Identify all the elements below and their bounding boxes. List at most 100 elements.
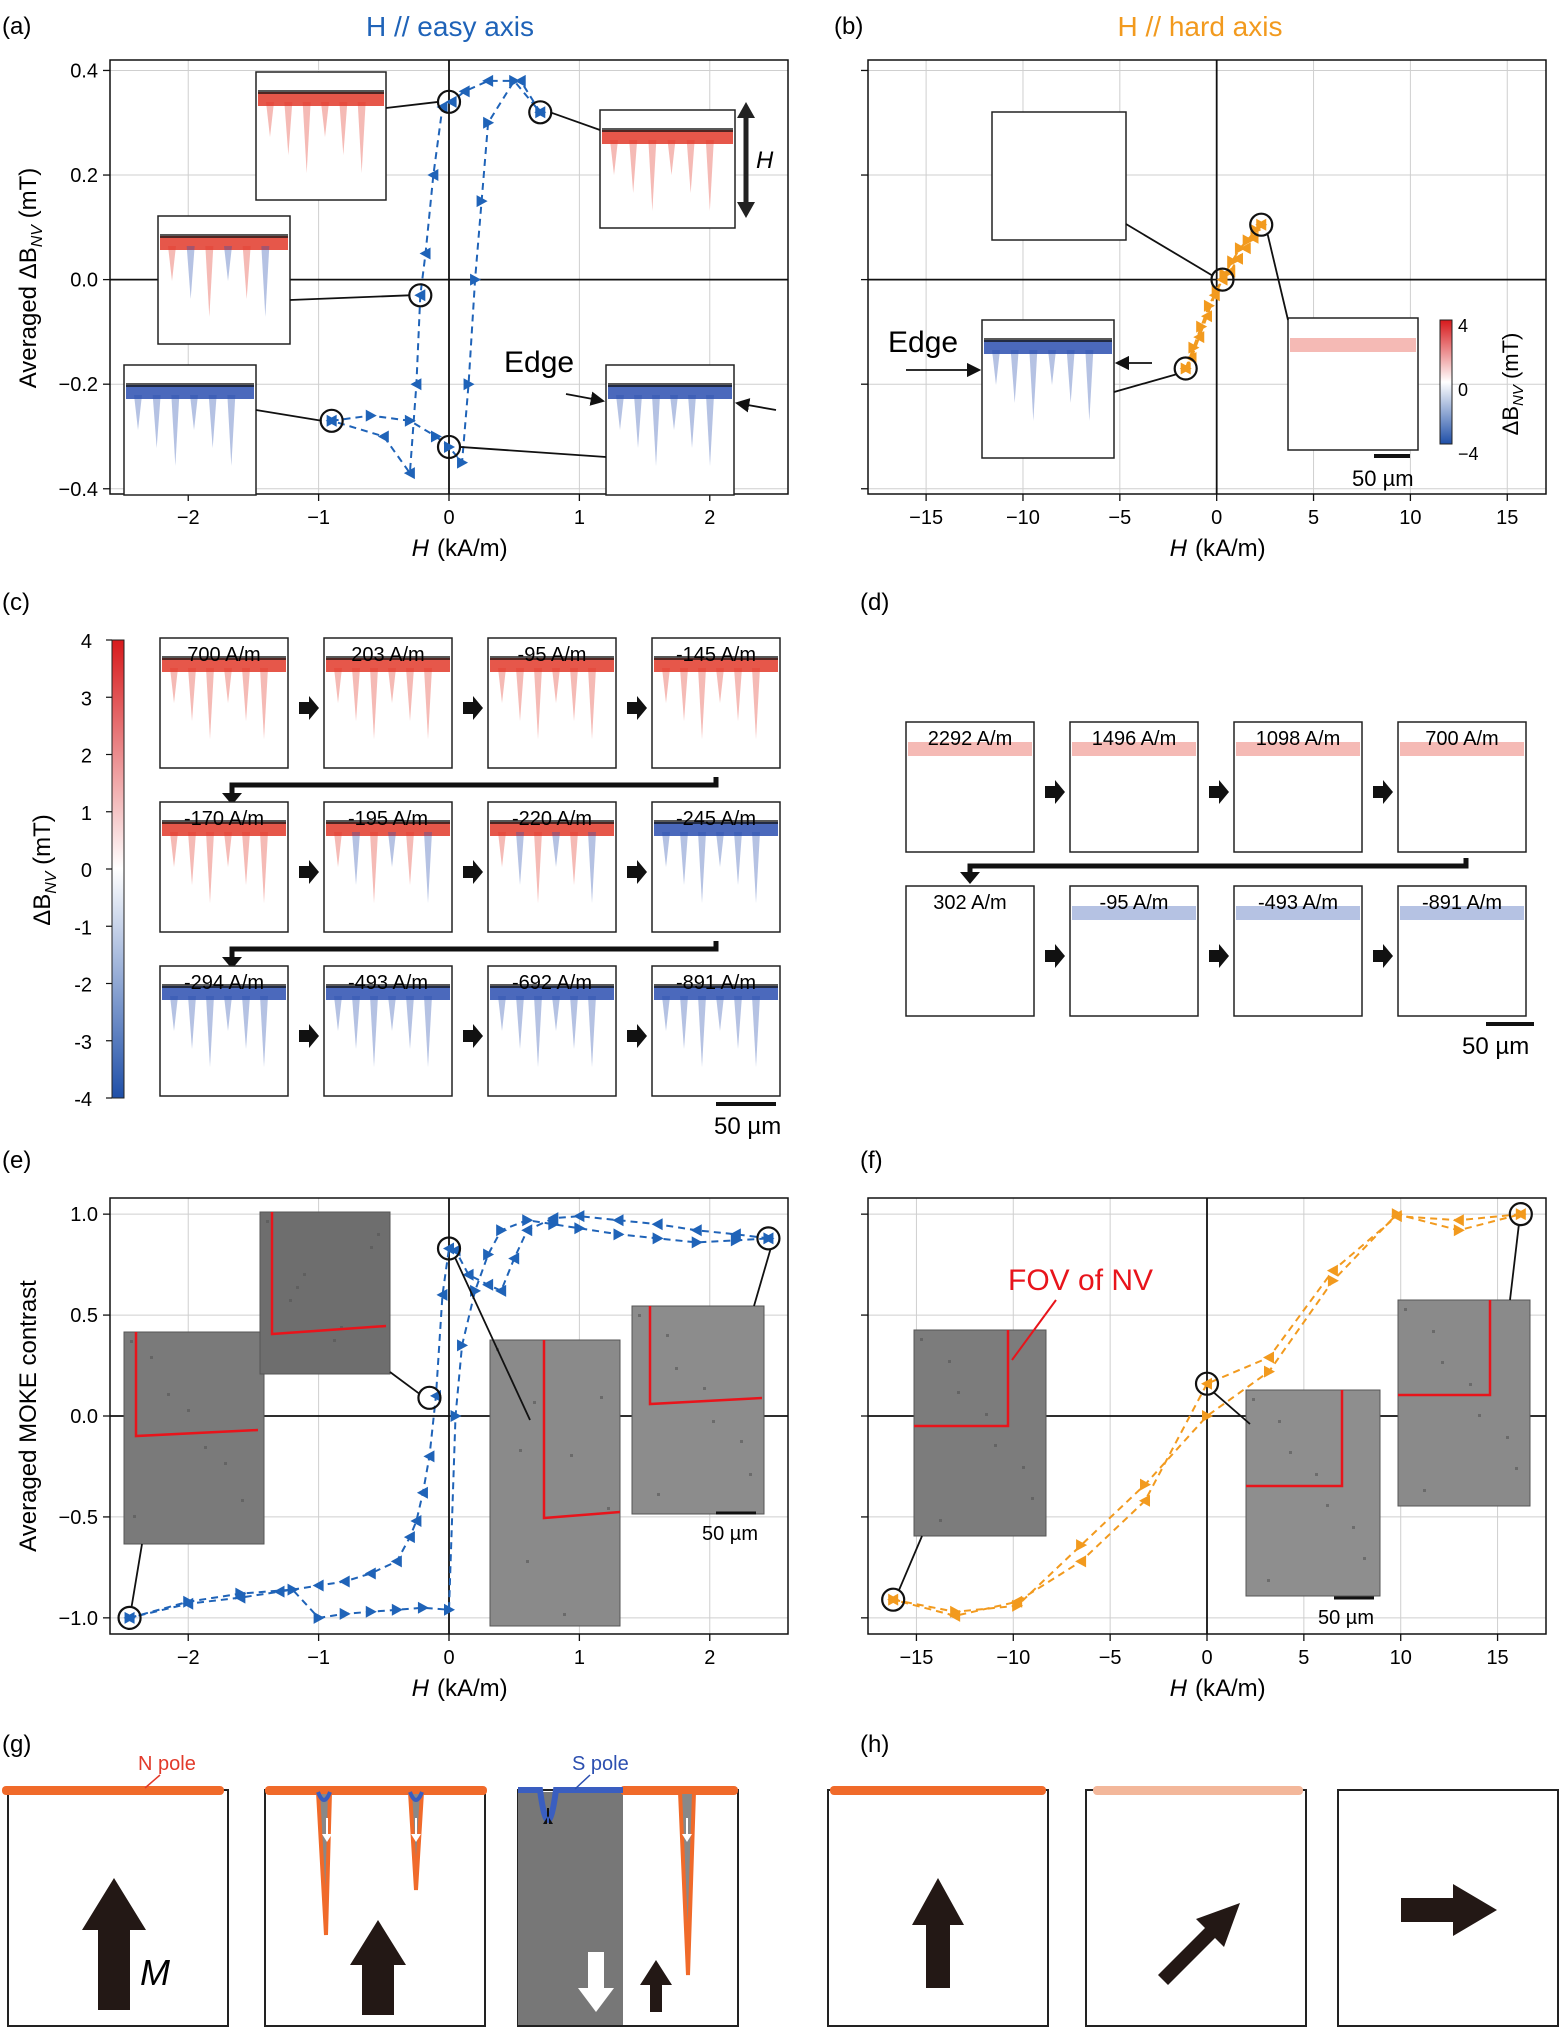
- x-tick-label: −1: [307, 1647, 330, 1669]
- frame-c-edge-stripe: [654, 986, 778, 1000]
- leader-line: [459, 446, 607, 458]
- data-marker: [313, 1611, 325, 1624]
- edge-arrow-right: [734, 398, 777, 413]
- frame-d-edge-stripe: [1072, 742, 1196, 756]
- data-marker: [235, 1587, 247, 1600]
- moke-speck: [1469, 1383, 1472, 1386]
- panel-label-g: (g): [2, 1731, 31, 1758]
- s-pole-label: S pole: [572, 1753, 629, 1775]
- field-label: 302 A/m: [933, 892, 1006, 914]
- inset-a3-edge-stripe: [160, 236, 288, 250]
- scale-bar-label: 50 µm: [702, 1523, 758, 1545]
- frame-c-domain-streak: [260, 996, 268, 1067]
- x-axis-label-unit: (kA/m): [1195, 1675, 1266, 1702]
- n-pole-stripe-h2: [1093, 1786, 1303, 1795]
- data-marker: [1076, 1539, 1088, 1552]
- circled-point: [1210, 267, 1235, 292]
- data-marker: [509, 74, 521, 87]
- colorbar-tick-label: 4: [1458, 316, 1468, 336]
- data-marker: [416, 1486, 428, 1499]
- x-tick-label: 5: [1308, 507, 1319, 529]
- moke-speck: [241, 1499, 244, 1502]
- s-pole-leader: [574, 1774, 591, 1790]
- x-tick-label: 5: [1298, 1647, 1309, 1669]
- leader-line: [549, 111, 601, 131]
- frame-c-domain-streak: [662, 668, 670, 703]
- y-axis-label-sub: NV: [29, 224, 46, 248]
- frame-c-edge-stripe: [654, 658, 778, 672]
- image-sequence-c: 4 3 2 1 0 -1 -2 -3 -4 ΔBNV (mT) 700 A/m 203 A/m -95 …: [29, 631, 781, 1140]
- inset-a4-domain-streak: [208, 395, 217, 448]
- n-pole-stripe-g2: [265, 1786, 487, 1795]
- frame-c-domain-streak: [588, 996, 596, 1067]
- data-marker: [443, 1242, 454, 1255]
- moke-speck: [303, 1273, 306, 1276]
- colorbar-tick-label: 2: [81, 746, 92, 768]
- moke-speck: [133, 1515, 136, 1518]
- frame-c-domain-streak: [206, 832, 214, 903]
- field-label: 1098 A/m: [1256, 728, 1341, 750]
- circled-point: [756, 1226, 781, 1251]
- sequence-arrow: [463, 860, 483, 884]
- blue-cap-2: [408, 1791, 424, 1802]
- leader-line: [1213, 1392, 1251, 1425]
- frame-c-edge-noise: [654, 656, 778, 660]
- x-tick-label: −2: [177, 507, 200, 529]
- frame-c-edge-stripe: [490, 822, 614, 836]
- data-marker: [436, 101, 448, 114]
- data-marker: [1227, 255, 1239, 268]
- data-marker: [476, 195, 488, 208]
- y-tick-label: 0.0: [70, 270, 98, 292]
- frame-d-frame: [905, 885, 1035, 1017]
- data-marker: [1203, 299, 1215, 312]
- data-marker: [482, 1278, 494, 1291]
- data-marker: [470, 273, 482, 286]
- chart-f: −15 −10 −5 0 5 10 15 H (kA/m) FOV of NV 50 µm: [861, 1197, 1547, 1702]
- colorbar-tick-label: 4: [81, 631, 92, 653]
- frame-c-domain-streak: [188, 832, 196, 885]
- frame-d-edge-stripe: [1072, 906, 1196, 920]
- circled-point: [881, 1587, 906, 1612]
- moke-speck: [1506, 1436, 1509, 1439]
- moke-speck: [920, 1338, 923, 1341]
- panel-h-schematics: [827, 1786, 1559, 2027]
- field-label: 203 A/m: [351, 644, 424, 666]
- moke-speck: [266, 1220, 269, 1223]
- data-marker: [457, 1339, 469, 1352]
- magnetization-arrow-right: [1401, 1884, 1497, 1936]
- field-label: -95 A/m: [1100, 892, 1169, 914]
- frame-c-domain-streak: [516, 996, 524, 1049]
- data-marker: [364, 1567, 376, 1580]
- x-tick-label: 2: [704, 507, 715, 529]
- frame-c-domain-streak: [752, 832, 760, 903]
- sequence-arrow: [1045, 944, 1065, 968]
- inset-a5-edge-stripe: [608, 385, 732, 399]
- leader-line: [454, 1257, 531, 1421]
- x-tick-label: −5: [1099, 1647, 1122, 1669]
- field-label: 700 A/m: [1425, 728, 1498, 750]
- inset-a1-domain-streak: [321, 102, 329, 137]
- moke-speck: [985, 1413, 988, 1416]
- edge-arrow-left: [565, 391, 606, 406]
- data-marker: [391, 1603, 403, 1616]
- field-label: -294 A/m: [184, 972, 264, 994]
- frame-c-edge-noise: [162, 984, 286, 988]
- moke-speck: [187, 1409, 190, 1412]
- colorbar-tick-label: -1: [74, 917, 92, 939]
- colorbar-tick-label: -2: [74, 975, 92, 997]
- panel-label-h: (h): [860, 1731, 889, 1758]
- inset-a4-domain-streak: [190, 395, 198, 430]
- moke-speck: [204, 1446, 207, 1449]
- inset-a3-domain-streak: [224, 246, 232, 281]
- data-marker: [273, 1585, 285, 1598]
- inset-b3-edge-stripe: [1290, 338, 1416, 352]
- moke-speck: [1404, 1308, 1407, 1311]
- sequence-arrow: [627, 1024, 647, 1048]
- data-marker: [547, 1212, 559, 1225]
- moke-speck: [224, 1462, 227, 1465]
- moke-speck: [1031, 1497, 1034, 1500]
- frame-c-edge-stripe: [326, 658, 450, 672]
- data-marker: [691, 1236, 703, 1249]
- leader-line: [1509, 1225, 1520, 1301]
